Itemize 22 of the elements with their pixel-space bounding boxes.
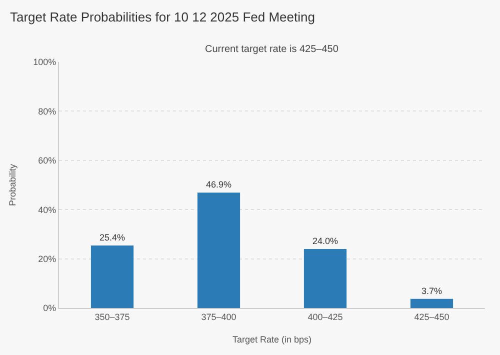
x-tick-label: 350–375 [94, 312, 130, 322]
y-tick-label: 60% [38, 156, 56, 166]
chart-title: Target Rate Probabilities for 10 12 2025 Fed Meeting [10, 10, 315, 25]
bar [304, 248, 347, 308]
x-tick-label: 375–400 [201, 312, 236, 322]
chart-subtitle: Current target rate is 425–450 [205, 44, 339, 55]
data-label: 24.0% [312, 236, 338, 246]
data-label: 25.4% [99, 232, 126, 243]
y-axis-title: Probability [8, 163, 18, 206]
x-tick-label: 425–450 [414, 312, 450, 322]
y-tick-label: 100% [33, 57, 56, 68]
data-label: 3.7% [421, 286, 442, 296]
bar [410, 298, 454, 308]
x-tick-label: 400–425 [308, 312, 343, 322]
bar [197, 192, 240, 308]
y-tick-label: 40% [38, 204, 56, 215]
y-tick-label: 80% [38, 106, 56, 116]
x-axis-title: Target Rate (in bps) [232, 334, 312, 345]
bar [90, 246, 134, 308]
data-label: 46.9% [206, 180, 232, 190]
y-tick-label: 0% [43, 303, 56, 314]
y-tick-label: 20% [38, 254, 56, 264]
